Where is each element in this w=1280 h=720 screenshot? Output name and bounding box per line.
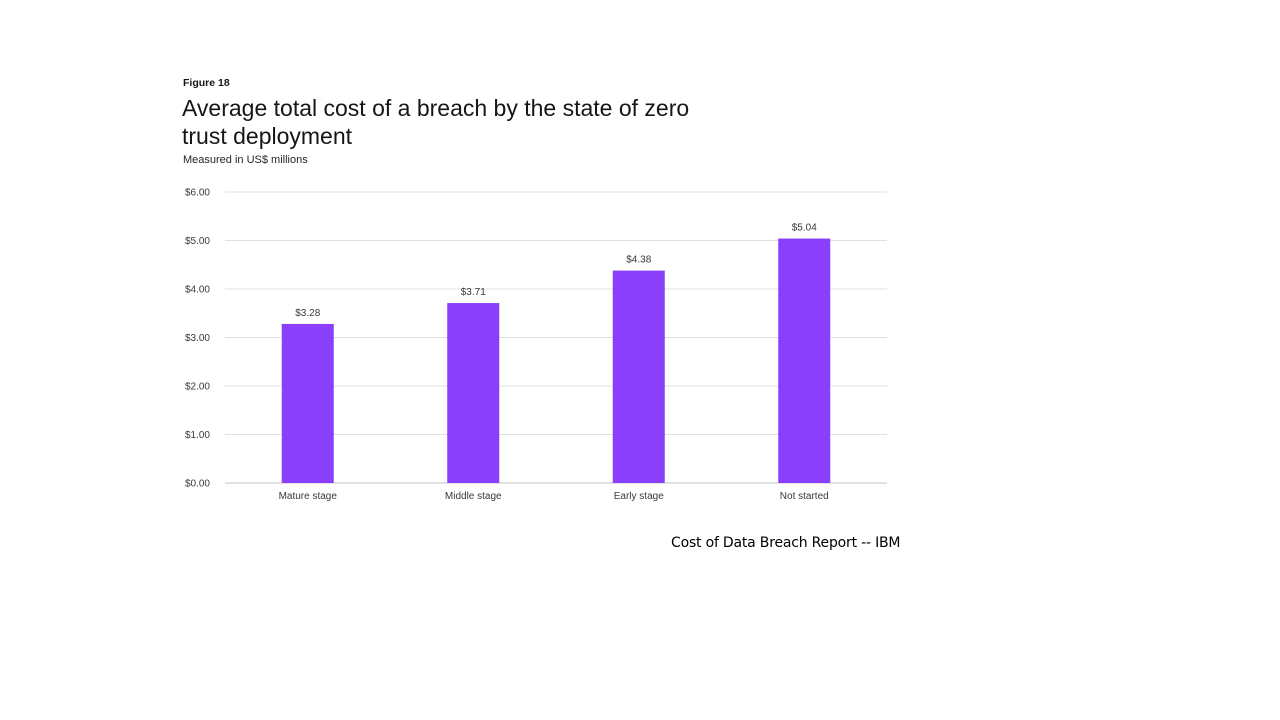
y-tick-label: $2.00	[185, 382, 210, 393]
bars	[281, 238, 831, 483]
data-label: $4.38	[626, 255, 651, 266]
y-tick-label: $3.00	[185, 333, 210, 344]
chart-subtitle: Measured in US$ millions	[183, 154, 308, 166]
bar-4	[778, 238, 831, 483]
figure-label: Figure 18	[183, 77, 230, 89]
category-label: Early stage	[614, 491, 664, 502]
category-label: Mature stage	[279, 491, 338, 502]
data-label: $3.71	[461, 287, 486, 298]
data-labels: $3.28 $3.71 $4.38 $5.04	[295, 223, 817, 319]
data-label: $5.04	[792, 223, 817, 234]
y-tick-label: $0.00	[185, 479, 210, 490]
category-labels: Mature stage Middle stage Early stage Not s…	[279, 491, 829, 502]
y-tick-label: $5.00	[185, 236, 210, 247]
bar-2	[447, 303, 500, 483]
y-tick-label: $1.00	[185, 430, 210, 441]
y-tick-label: $4.00	[185, 285, 210, 296]
bar-chart: $0.00 $1.00 $2.00 $3.00 $4.00 $5.00 $6.00 $3.2…	[185, 188, 887, 502]
y-tick-label: $6.00	[185, 188, 210, 199]
bar-1	[281, 323, 334, 483]
grid-lines	[225, 191, 887, 484]
bar-3	[612, 270, 665, 483]
data-label: $3.28	[295, 308, 320, 319]
y-tick-labels: $0.00 $1.00 $2.00 $3.00 $4.00 $5.00 $6.00	[185, 188, 210, 490]
source-caption: Cost of Data Breach Report -- IBM	[671, 535, 901, 551]
category-label: Not started	[780, 491, 829, 502]
category-label: Middle stage	[445, 491, 502, 502]
chart-title: Average total cost of a breach by the st…	[182, 95, 690, 149]
